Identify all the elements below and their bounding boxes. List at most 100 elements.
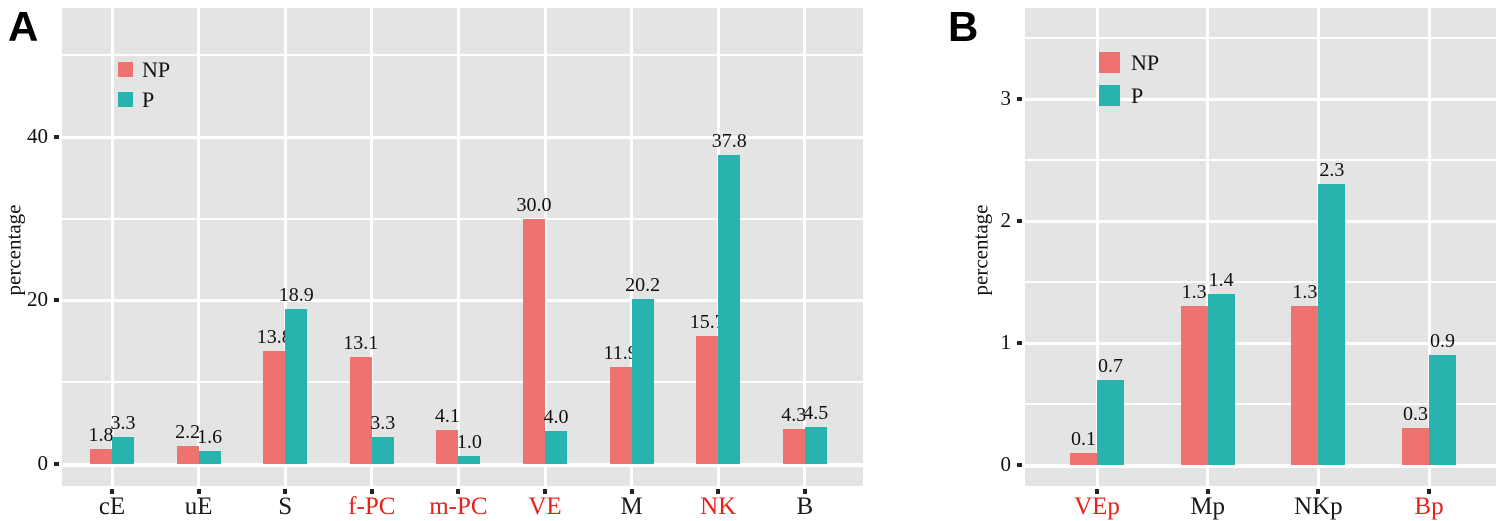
value-label-NP-S: 13.8 — [256, 326, 292, 349]
y-axis-title-A: percentage — [1, 204, 26, 296]
bar-P-uE — [198, 450, 221, 464]
value-label-NP-f-PC: 13.1 — [343, 331, 379, 354]
bar-P-f-PC — [371, 437, 394, 464]
value-label-P-NK: 37.8 — [711, 129, 747, 152]
bar-NP-NKp — [1291, 306, 1319, 465]
value-label-NP-uE: 2.2 — [175, 421, 201, 443]
x-tick-mark-Bp — [1427, 489, 1431, 494]
plot-panel-A — [62, 8, 863, 486]
bar-NP-VEp — [1070, 452, 1097, 465]
value-label-NP-NKp: 1.3 — [1292, 281, 1318, 304]
value-label-P-VEp: 0.7 — [1098, 354, 1123, 377]
value-label-NP-Mp: 1.3 — [1181, 281, 1207, 304]
grid-major-y-40 — [62, 135, 863, 139]
bar-NP-Bp — [1402, 428, 1429, 465]
bar-P-cE — [112, 437, 134, 464]
grid-zero-line-B — [1025, 465, 1496, 468]
grid-minor-y-0.5 — [1025, 403, 1496, 405]
bar-NP-m-PC — [436, 430, 459, 464]
grid-minor-y-30 — [62, 217, 863, 220]
y-tick-mark-0 — [1017, 463, 1022, 467]
grid-major-y-3 — [1025, 98, 1496, 101]
y-tick-label-40: 40 — [27, 123, 48, 148]
value-label-P-f-PC: 3.3 — [370, 412, 396, 434]
x-tick-label-cE: cE — [98, 493, 126, 520]
grid-x-m-PC — [456, 8, 460, 486]
x-tick-label-S: S — [278, 493, 293, 520]
x-tick-mark-Mp — [1205, 489, 1210, 494]
y-tick-mark-40 — [54, 134, 59, 139]
grid-x-cE — [110, 8, 114, 486]
bar-P-M — [631, 298, 654, 464]
x-tick-mark-VEp — [1095, 489, 1099, 494]
panel-letter-A: A — [8, 3, 39, 50]
bar-NP-uE — [176, 446, 199, 464]
legend-swatch-p — [118, 92, 133, 107]
y-axis-title-B: percentage — [968, 204, 993, 296]
y-tick-label-2: 2 — [1000, 208, 1012, 232]
x-tick-label-NKp: NKp — [1294, 493, 1343, 520]
y-tick-mark-3 — [1017, 97, 1022, 101]
x-tick-label-m-PC: m-PC — [429, 493, 488, 520]
legend-label-np: NP — [142, 56, 171, 82]
bar-P-m-PC — [458, 455, 481, 464]
legend-label-np: NP — [1131, 49, 1160, 75]
value-label-P-Bp: 0.9 — [1430, 330, 1455, 353]
legend-swatch-np — [1099, 52, 1120, 73]
y-tick-label-1: 1 — [1000, 330, 1012, 354]
grid-zero-line-A — [62, 464, 863, 467]
legend-swatch-p — [1099, 85, 1120, 106]
legend-swatch-np — [118, 62, 133, 77]
grid-minor-y-3.5 — [1025, 37, 1496, 39]
grid-x-VE — [543, 8, 547, 486]
bar-P-Mp — [1207, 294, 1235, 465]
grid-x-B — [803, 8, 807, 486]
bar-NP-f-PC — [349, 356, 372, 464]
legend-label-p: P — [1131, 82, 1144, 108]
x-tick-mark-B — [802, 489, 807, 494]
value-label-P-cE: 3.3 — [110, 412, 136, 434]
x-tick-mark-NK — [716, 489, 721, 494]
x-tick-mark-NKp — [1316, 489, 1321, 494]
grid-major-y-1 — [1025, 342, 1496, 345]
value-label-NP-VE: 30.0 — [516, 193, 552, 216]
bar-NP-S — [263, 351, 286, 464]
bar-P-NK — [718, 154, 741, 464]
bar-P-NKp — [1318, 184, 1346, 465]
bar-P-S — [285, 309, 308, 464]
value-label-P-S: 18.9 — [278, 284, 314, 307]
bar-NP-Mp — [1180, 306, 1208, 465]
bar-NP-M — [609, 366, 632, 464]
value-label-P-uE: 1.6 — [197, 425, 223, 448]
value-label-P-B: 4.5 — [803, 402, 829, 425]
x-tick-label-uE: uE — [184, 493, 213, 520]
value-label-P-M: 20.2 — [625, 273, 661, 296]
value-label-P-Mp: 1.4 — [1208, 269, 1234, 292]
grid-x-Bp — [1427, 8, 1431, 486]
grid-x-uE — [197, 8, 201, 486]
value-label-NP-VEp: 0.1 — [1071, 427, 1096, 450]
x-tick-label-VE: VE — [528, 493, 562, 520]
value-label-NP-Bp: 0.3 — [1403, 403, 1428, 426]
bar-NP-VE — [523, 218, 545, 464]
x-tick-label-f-PC: f-PC — [348, 493, 396, 520]
grid-minor-y-50 — [62, 54, 863, 56]
x-tick-label-B: B — [796, 493, 814, 520]
grid-minor-y-10 — [62, 381, 863, 384]
bar-P-Bp — [1429, 355, 1456, 465]
value-label-NP-B: 4.3 — [781, 403, 807, 426]
x-tick-mark-M — [629, 489, 634, 494]
bar-P-VEp — [1097, 379, 1124, 465]
panel-letter-B: B — [948, 3, 979, 50]
x-tick-mark-S — [283, 489, 288, 494]
x-tick-mark-cE — [110, 489, 114, 494]
value-label-P-VE: 4.0 — [543, 406, 569, 429]
x-tick-label-Mp: Mp — [1190, 493, 1226, 520]
value-label-NP-NK: 15.7 — [689, 310, 725, 333]
value-label-NP-cE: 1.8 — [88, 424, 114, 447]
grid-minor-y-2.5 — [1025, 159, 1496, 161]
grid-x-S — [283, 8, 287, 486]
bar-NP-NK — [696, 335, 719, 464]
value-label-NP-M: 11.9 — [603, 341, 638, 364]
